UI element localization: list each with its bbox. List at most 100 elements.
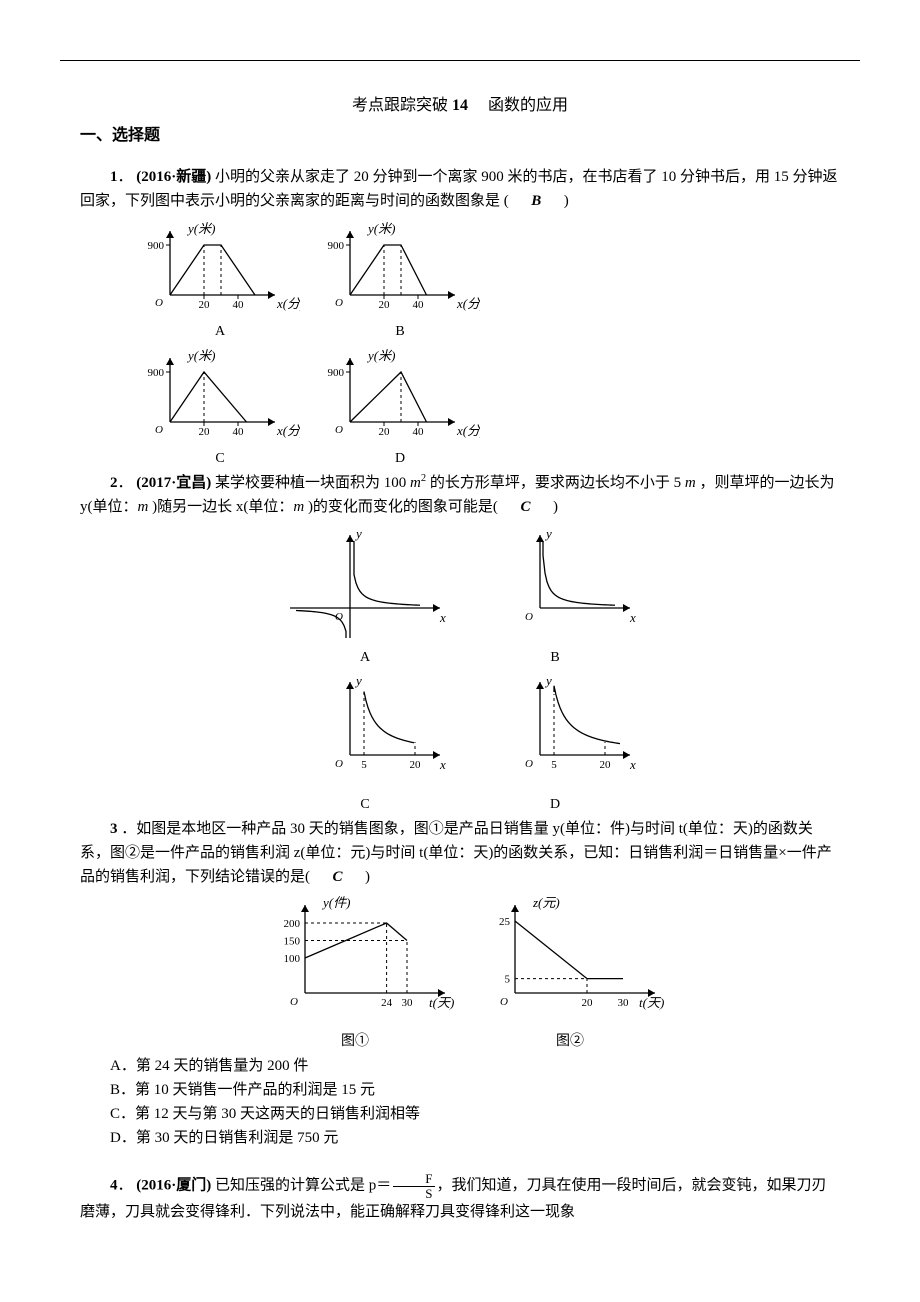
svg-text:O: O xyxy=(155,424,163,436)
graph-label: C xyxy=(280,797,450,813)
q3-opt-B: B．第 10 天销售一件产品的利润是 15 元 xyxy=(110,1078,840,1102)
chart-label: 图② xyxy=(475,1030,665,1050)
svg-text:20: 20 xyxy=(582,997,594,1009)
svg-text:100: 100 xyxy=(284,953,301,965)
svg-text:5: 5 xyxy=(361,759,367,771)
svg-text:y: y xyxy=(354,526,362,541)
svg-text:24: 24 xyxy=(381,997,393,1009)
graph-label: A xyxy=(140,324,300,340)
top-rule xyxy=(60,60,860,61)
svg-text:5: 5 xyxy=(551,759,557,771)
q3-opt-D: D．第 30 天的日销售利润是 750 元 xyxy=(110,1126,840,1150)
q4-num: 4 xyxy=(110,1178,118,1194)
svg-text:O: O xyxy=(500,996,508,1008)
q3-chart-1: Oy(件)t(天)1001502002430图① xyxy=(255,893,455,1050)
q2-src: (2017·宜昌) xyxy=(136,475,211,491)
question-2: 2． (2017·宜昌) 某学校要种植一块面积为 100 m2 的长方形草坪，要… xyxy=(80,471,840,813)
graph-label: A xyxy=(280,650,450,666)
q2-e: )的变化而变化的图象可能是( xyxy=(308,499,517,515)
svg-text:900: 900 xyxy=(148,367,165,379)
svg-text:20: 20 xyxy=(379,299,391,311)
svg-text:20: 20 xyxy=(199,299,211,311)
svg-text:x(分): x(分) xyxy=(276,296,300,311)
q2-u2: m xyxy=(685,475,696,491)
graph-label: D xyxy=(470,797,640,813)
svg-text:x(分): x(分) xyxy=(276,423,300,438)
q3-num: 3 xyxy=(110,821,118,837)
graph-label: B xyxy=(470,650,640,666)
q1-end: ) xyxy=(545,193,569,209)
q4-text: 4． (2016·厦门) 已知压强的计算公式是 p＝FS，我们知道，刀具在使用一… xyxy=(80,1172,840,1224)
q2-graph-A: OyxA xyxy=(280,523,450,666)
question-1: 1． (2016·新疆) 小明的父亲从家走了 20 分钟到一个离家 900 米的… xyxy=(80,165,840,467)
graph-label: D xyxy=(320,451,480,467)
question-3: 3 ．如图是本地区一种产品 30 天的销售图象，图①是产品日销售量 y(单位：件… xyxy=(80,817,840,1150)
q2-u3: m xyxy=(138,499,149,515)
svg-text:900: 900 xyxy=(328,240,345,252)
title-prefix: 考点跟踪突破 xyxy=(352,97,448,114)
graph-label: C xyxy=(140,451,300,467)
q1-row2: Oy(米) x(分) 900 20 40 C Oy(米) x(分) 900 20 40 D xyxy=(140,344,840,467)
svg-text:40: 40 xyxy=(233,299,245,311)
q1-num: 1 xyxy=(110,169,118,185)
svg-text:x: x xyxy=(629,757,636,772)
q2-graph-C: Oy x 5 20 C xyxy=(280,670,450,813)
q2-u1: m xyxy=(410,475,421,491)
page-title: 考点跟踪突破 14 函数的应用 xyxy=(80,91,840,115)
svg-text:z(元): z(元) xyxy=(532,895,560,910)
title-num: 14 xyxy=(452,97,468,114)
q1-answer: B xyxy=(531,193,541,209)
q2-num: 2 xyxy=(110,475,118,491)
q4-frac-num: F xyxy=(393,1172,434,1187)
title-topic: 函数的应用 xyxy=(472,97,568,114)
svg-text:y(米): y(米) xyxy=(186,348,215,363)
svg-text:x: x xyxy=(439,757,446,772)
svg-text:40: 40 xyxy=(233,426,245,438)
svg-text:y: y xyxy=(544,526,552,541)
svg-text:O: O xyxy=(335,758,343,770)
svg-text:O: O xyxy=(155,297,163,309)
svg-text:40: 40 xyxy=(413,426,425,438)
q2-graph-B: OyxB xyxy=(470,523,640,666)
svg-text:40: 40 xyxy=(413,299,425,311)
q2-text: 2． (2017·宜昌) 某学校要种植一块面积为 100 m2 的长方形草坪，要… xyxy=(80,471,840,519)
q3-charts: Oy(件)t(天)1001502002430图① Oz(元)t(天)525203… xyxy=(80,893,840,1050)
q1-text: 1． (2016·新疆) 小明的父亲从家走了 20 分钟到一个离家 900 米的… xyxy=(80,165,840,213)
q4-a: 已知压强的计算公式是 p＝ xyxy=(215,1178,391,1194)
page: 考点跟踪突破 14 函数的应用 一、选择题 1． (2016·新疆) 小明的父亲… xyxy=(0,0,920,1268)
svg-text:30: 30 xyxy=(402,997,414,1009)
question-4: 4． (2016·厦门) 已知压强的计算公式是 p＝FS，我们知道，刀具在使用一… xyxy=(80,1172,840,1224)
graph-label: B xyxy=(320,324,480,340)
q2-u4: m xyxy=(293,499,304,515)
q2-d: )随另一边长 x(单位： xyxy=(152,499,293,515)
svg-text:20: 20 xyxy=(199,426,211,438)
q2-row1: OyxA OyxB xyxy=(80,523,840,666)
q1-graph-D: Oy(米) x(分) 900 20 40 D xyxy=(320,344,480,467)
svg-text:20: 20 xyxy=(410,759,422,771)
q1-graph-B: Oy(米)x(分)9002040B xyxy=(320,217,480,340)
svg-text:O: O xyxy=(335,297,343,309)
q3-end: ) xyxy=(346,869,370,885)
svg-text:O: O xyxy=(335,424,343,436)
q3-chart-2: Oz(元)t(天)5252030图② xyxy=(475,893,665,1050)
q2-graph-D: Oyx520D xyxy=(470,670,640,813)
svg-text:20: 20 xyxy=(379,426,391,438)
q3-opt-C: C．第 12 天与第 30 天这两天的日销售利润相等 xyxy=(110,1102,840,1126)
svg-text:x: x xyxy=(629,610,636,625)
svg-text:x(分): x(分) xyxy=(456,296,480,311)
svg-text:O: O xyxy=(290,996,298,1008)
svg-text:900: 900 xyxy=(328,367,345,379)
svg-text:y(件): y(件) xyxy=(321,895,350,910)
svg-text:x(分): x(分) xyxy=(456,423,480,438)
section-head: 一、选择题 xyxy=(80,121,840,145)
q2-a: 某学校要种植一块面积为 100 xyxy=(215,475,410,491)
svg-text:t(天): t(天) xyxy=(639,995,664,1010)
svg-text:y: y xyxy=(354,673,362,688)
svg-text:y(米): y(米) xyxy=(366,348,395,363)
q1-graph-C: Oy(米) x(分) 900 20 40 C xyxy=(140,344,300,467)
svg-text:y(米): y(米) xyxy=(186,221,215,236)
q3-answer: C xyxy=(333,869,343,885)
q3-opt-A: A．第 24 天的销售量为 200 件 xyxy=(110,1054,840,1078)
q1-src: (2016·新疆) xyxy=(136,169,211,185)
svg-text:y: y xyxy=(544,673,552,688)
